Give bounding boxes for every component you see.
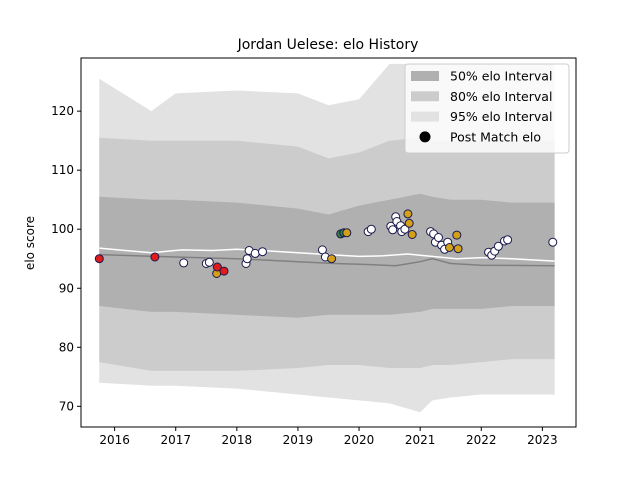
y-tick-label: 120 xyxy=(51,104,74,118)
legend-label: 80% elo Interval xyxy=(450,89,552,104)
match-point-loss xyxy=(212,262,222,272)
match-point-win xyxy=(250,248,260,258)
legend-box xyxy=(404,63,570,154)
match-point-draw_gold xyxy=(445,243,454,252)
match-point-win xyxy=(388,225,398,235)
y-tick-label: 110 xyxy=(51,163,74,177)
y-tick-label: 80 xyxy=(59,340,74,354)
legend-label: Post Match elo xyxy=(450,129,541,144)
match-point-win xyxy=(258,247,267,257)
match-point-win xyxy=(366,224,376,234)
legend-swatch xyxy=(411,91,439,102)
match-point-draw_gold xyxy=(404,218,414,228)
legend: 50% elo Interval 80% elo Interval 95% elo … xyxy=(404,63,570,154)
x-tick-label: 2022 xyxy=(466,433,497,447)
y-tick-label: 70 xyxy=(59,399,74,413)
elo-line xyxy=(99,247,555,262)
x-tick-label: 2018 xyxy=(222,433,253,447)
legend-marker xyxy=(419,131,431,143)
plot-frame xyxy=(80,57,577,428)
match-point-win xyxy=(493,241,503,251)
match-point-win xyxy=(548,237,558,247)
x-tick-label: 2019 xyxy=(283,433,314,447)
x-tick-label: 2020 xyxy=(344,433,375,447)
x-tick-label: 2023 xyxy=(527,433,558,447)
x-tick-label: 2017 xyxy=(160,433,191,447)
match-point-draw_gold xyxy=(453,244,463,254)
match-point-draw_gold xyxy=(342,228,352,238)
axes: 2016 2017 2018 2019 2020 2021 2022 2023 70 80 90 10… xyxy=(51,104,558,447)
match-point-loss xyxy=(94,254,104,264)
match-point-loss xyxy=(150,252,160,262)
mean-elo-line xyxy=(99,253,555,267)
y-tick-label: 100 xyxy=(51,222,74,236)
match-point-win xyxy=(434,233,443,242)
match-point-draw_gold xyxy=(407,230,417,239)
match-point-draw_gold xyxy=(452,230,462,240)
x-tick-label: 2021 xyxy=(405,433,436,447)
legend-label: 50% elo Interval xyxy=(450,69,552,84)
legend-swatch xyxy=(411,111,439,122)
match-point-draw_gold xyxy=(327,254,337,264)
x-tick-label: 2016 xyxy=(99,433,130,447)
y-axis-label: elo score xyxy=(23,216,37,270)
match-point-loss xyxy=(219,266,229,276)
match-point-win xyxy=(503,235,513,245)
legend-swatch xyxy=(411,71,439,81)
legend-label: 95% elo Interval xyxy=(450,109,552,124)
chart-title: Jordan Uelese: elo History xyxy=(237,37,419,53)
match-point-win xyxy=(204,257,214,267)
y-tick-label: 90 xyxy=(59,281,74,295)
match-point-win xyxy=(400,224,410,234)
match-point-win xyxy=(242,254,252,264)
match-point-draw_gold xyxy=(403,209,413,219)
match-point-win xyxy=(179,258,189,268)
